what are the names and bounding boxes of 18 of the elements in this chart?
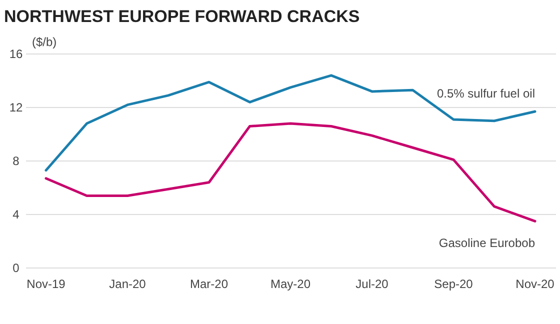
y-tick-label: 16 bbox=[9, 47, 23, 61]
x-tick-label: Nov-20 bbox=[516, 277, 555, 291]
x-tick-label: Sep-20 bbox=[434, 277, 474, 291]
line-series bbox=[44, 122, 536, 222]
y-tick-label: 8 bbox=[12, 154, 20, 168]
line-series bbox=[44, 74, 536, 172]
y-tick-label: 4 bbox=[12, 208, 20, 222]
series-label: Gasoline Eurobob bbox=[438, 236, 536, 250]
x-tick-label: Nov-19 bbox=[26, 277, 66, 291]
x-tick-label: Jul-20 bbox=[356, 277, 389, 291]
y-tick-label: 0 bbox=[12, 261, 20, 275]
y-axis-title: ($/b) bbox=[32, 35, 57, 49]
x-tick-label: Jan-20 bbox=[109, 277, 146, 291]
y-tick-label: 12 bbox=[9, 100, 23, 114]
x-tick-label: May-20 bbox=[270, 277, 311, 291]
series-label: 0.5% sulfur fuel oil bbox=[436, 86, 535, 101]
x-tick-label: Mar-20 bbox=[190, 277, 228, 291]
chart-title: NORTHWEST EUROPE FORWARD CRACKS bbox=[4, 7, 360, 26]
